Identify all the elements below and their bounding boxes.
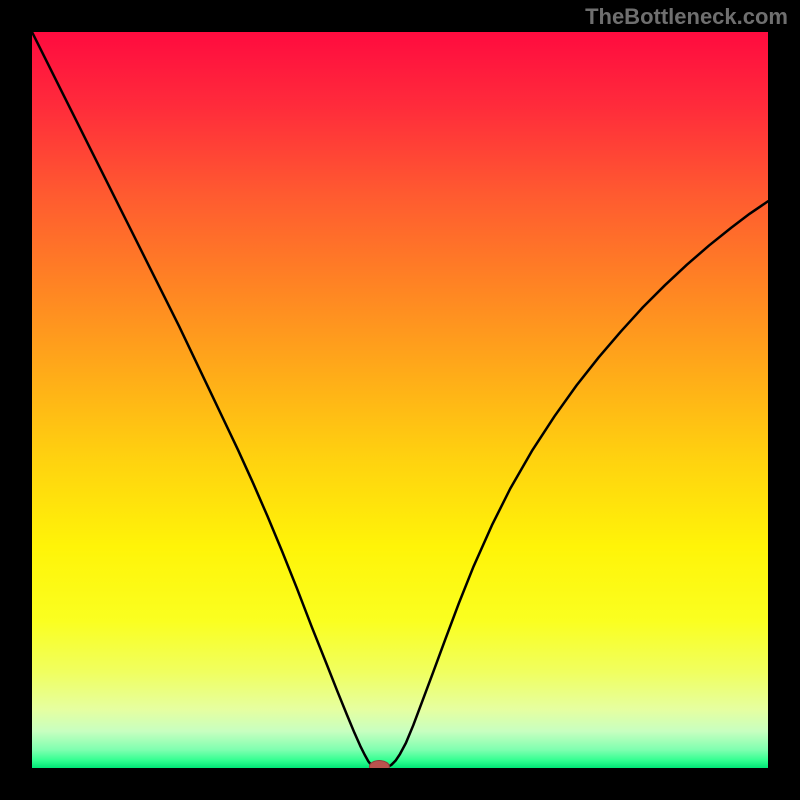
chart-svg bbox=[32, 32, 768, 768]
chart-container: TheBottleneck.com bbox=[0, 0, 800, 800]
watermark-text: TheBottleneck.com bbox=[585, 4, 788, 30]
plot-area bbox=[32, 32, 768, 768]
gradient-background bbox=[32, 32, 768, 768]
